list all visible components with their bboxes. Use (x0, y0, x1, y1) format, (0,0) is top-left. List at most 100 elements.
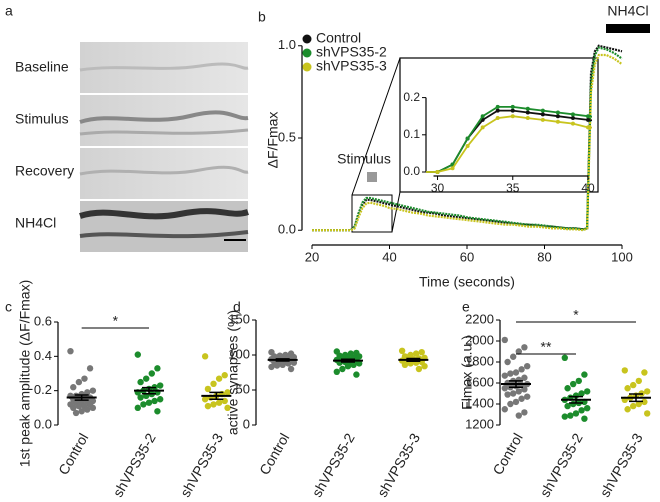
data-point (504, 358, 511, 366)
data-point (501, 406, 508, 413)
inset-point (315, 170, 319, 174)
data-point (204, 385, 212, 393)
data-point (515, 348, 522, 355)
inset-point (510, 104, 515, 109)
inset-point (586, 117, 590, 122)
data-point (561, 354, 568, 361)
data-point (145, 399, 153, 406)
data-point (578, 390, 585, 397)
panel-label: e (462, 299, 470, 315)
x-tick-label: shVPS35-2 (110, 430, 159, 500)
panel-label: c (5, 299, 12, 315)
legend-marker (302, 34, 312, 44)
data-point (137, 378, 144, 386)
data-point (578, 407, 585, 414)
y-axis-label: active synapses (%) (225, 310, 241, 435)
error-bar (275, 358, 290, 362)
data-point (524, 393, 531, 400)
inset-point (525, 110, 530, 115)
data-point (210, 401, 217, 408)
data-point (512, 369, 520, 376)
data-point (134, 351, 141, 358)
data-point (570, 380, 577, 388)
data-point (564, 385, 571, 392)
data-point (515, 412, 522, 419)
inset-point (345, 170, 349, 174)
inset-point (586, 114, 590, 119)
data-point (575, 377, 582, 385)
inset-point (345, 170, 349, 174)
legend-marker (302, 62, 312, 72)
inset-frame (399, 57, 599, 193)
inset-point (555, 119, 560, 124)
data-point (635, 377, 642, 385)
legend-label: shVPS35-3 (316, 58, 387, 74)
row-label: Baseline (15, 59, 69, 75)
data-point (521, 344, 528, 351)
x-tick-label: Control (55, 430, 91, 477)
data-point (572, 410, 580, 417)
data-point (201, 396, 209, 403)
data-point (134, 404, 141, 412)
y-tick-label: 0.2 (34, 382, 52, 397)
inset-point (540, 117, 545, 122)
nh4cl-bar (606, 24, 650, 33)
data-point (268, 363, 275, 371)
y-tick-label: 1800 (465, 353, 494, 368)
x-tick-label: 40 (581, 181, 595, 195)
data-point (84, 406, 91, 413)
data-point (75, 402, 83, 410)
x-tick-label: 100 (611, 249, 633, 264)
inset-point (646, 131, 650, 135)
y-tick-label: 0.4 (34, 348, 52, 363)
data-point (510, 390, 517, 397)
data-point (518, 395, 525, 402)
inset-point (555, 110, 560, 115)
data-point (501, 385, 508, 392)
data-point (644, 388, 651, 395)
data-point (504, 391, 511, 398)
data-point (501, 372, 508, 379)
y-axis-label: ΔF/Fmax (265, 112, 281, 169)
y-axis-label: Flmax (a.u.) (459, 335, 475, 410)
neurite (79, 128, 249, 136)
data-point (143, 375, 150, 382)
inset-point (345, 170, 349, 174)
data-point (564, 402, 571, 410)
y-axis-label: 1st peak amplitude (ΔF/Fmax) (17, 280, 33, 468)
data-point (75, 378, 83, 386)
data-point (215, 375, 223, 382)
data-point (151, 397, 158, 405)
legend-label: Control (316, 30, 361, 46)
x-tick-label: 40 (382, 249, 396, 264)
legend-marker (302, 48, 312, 58)
data-point (285, 360, 292, 367)
inset-point (616, 127, 620, 131)
data-point (78, 408, 85, 415)
data-point (401, 361, 409, 368)
data-point (641, 398, 648, 406)
data-point (137, 394, 144, 401)
neurite (79, 62, 249, 72)
data-point (621, 367, 628, 374)
data-point (510, 353, 517, 360)
image-panel: Baseline Stimulus Recovery NH4Cl (15, 42, 249, 252)
data-point (350, 361, 357, 368)
data-point (584, 388, 591, 395)
data-point (72, 409, 80, 417)
inset-point (586, 125, 590, 130)
inset-point (616, 122, 620, 126)
error-bar (142, 386, 156, 395)
data-point (273, 362, 281, 369)
data-point (70, 384, 77, 391)
inset-point (495, 104, 500, 109)
data-point (356, 360, 363, 367)
inset-point (315, 170, 319, 174)
inset-point (540, 108, 545, 113)
inset-point (315, 170, 319, 174)
error-bar (509, 380, 523, 388)
x-tick-label: 20 (305, 249, 319, 264)
x-tick-label: Control (256, 430, 292, 477)
